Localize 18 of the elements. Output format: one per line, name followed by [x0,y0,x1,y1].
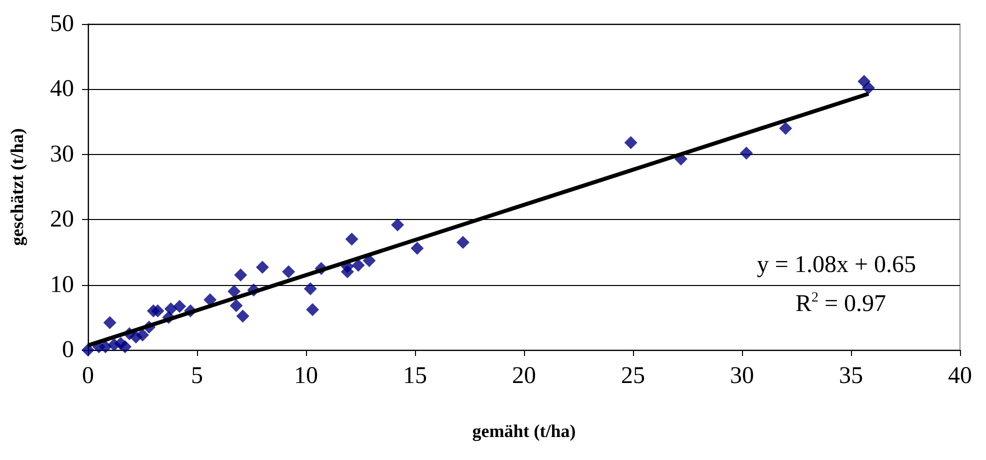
x-tick-label: 20 [512,363,536,389]
x-tick-label: 0 [82,363,94,389]
x-tick-label: 30 [730,363,754,389]
y-tick-label: 20 [50,206,74,233]
x-tick-label: 35 [839,363,863,389]
y-tick-label: 0 [62,337,74,363]
x-tick-label: 10 [294,363,318,389]
y-tick-label: 40 [50,76,74,102]
y-axis-title: geschätzt (t/ha) [7,128,27,246]
y-tick-label: 10 [50,272,74,298]
x-tick-label: 40 [948,363,972,389]
x-axis-title: gemäht (t/ha) [472,421,576,441]
x-tick-label: 25 [621,363,645,389]
y-tick-label: 50 [50,11,74,37]
y-tick-label: 30 [50,141,74,168]
x-tick-label: 5 [191,363,203,389]
annotation: y = 1.08x + 0.65 [756,252,916,278]
x-tick-label: 15 [403,363,427,389]
